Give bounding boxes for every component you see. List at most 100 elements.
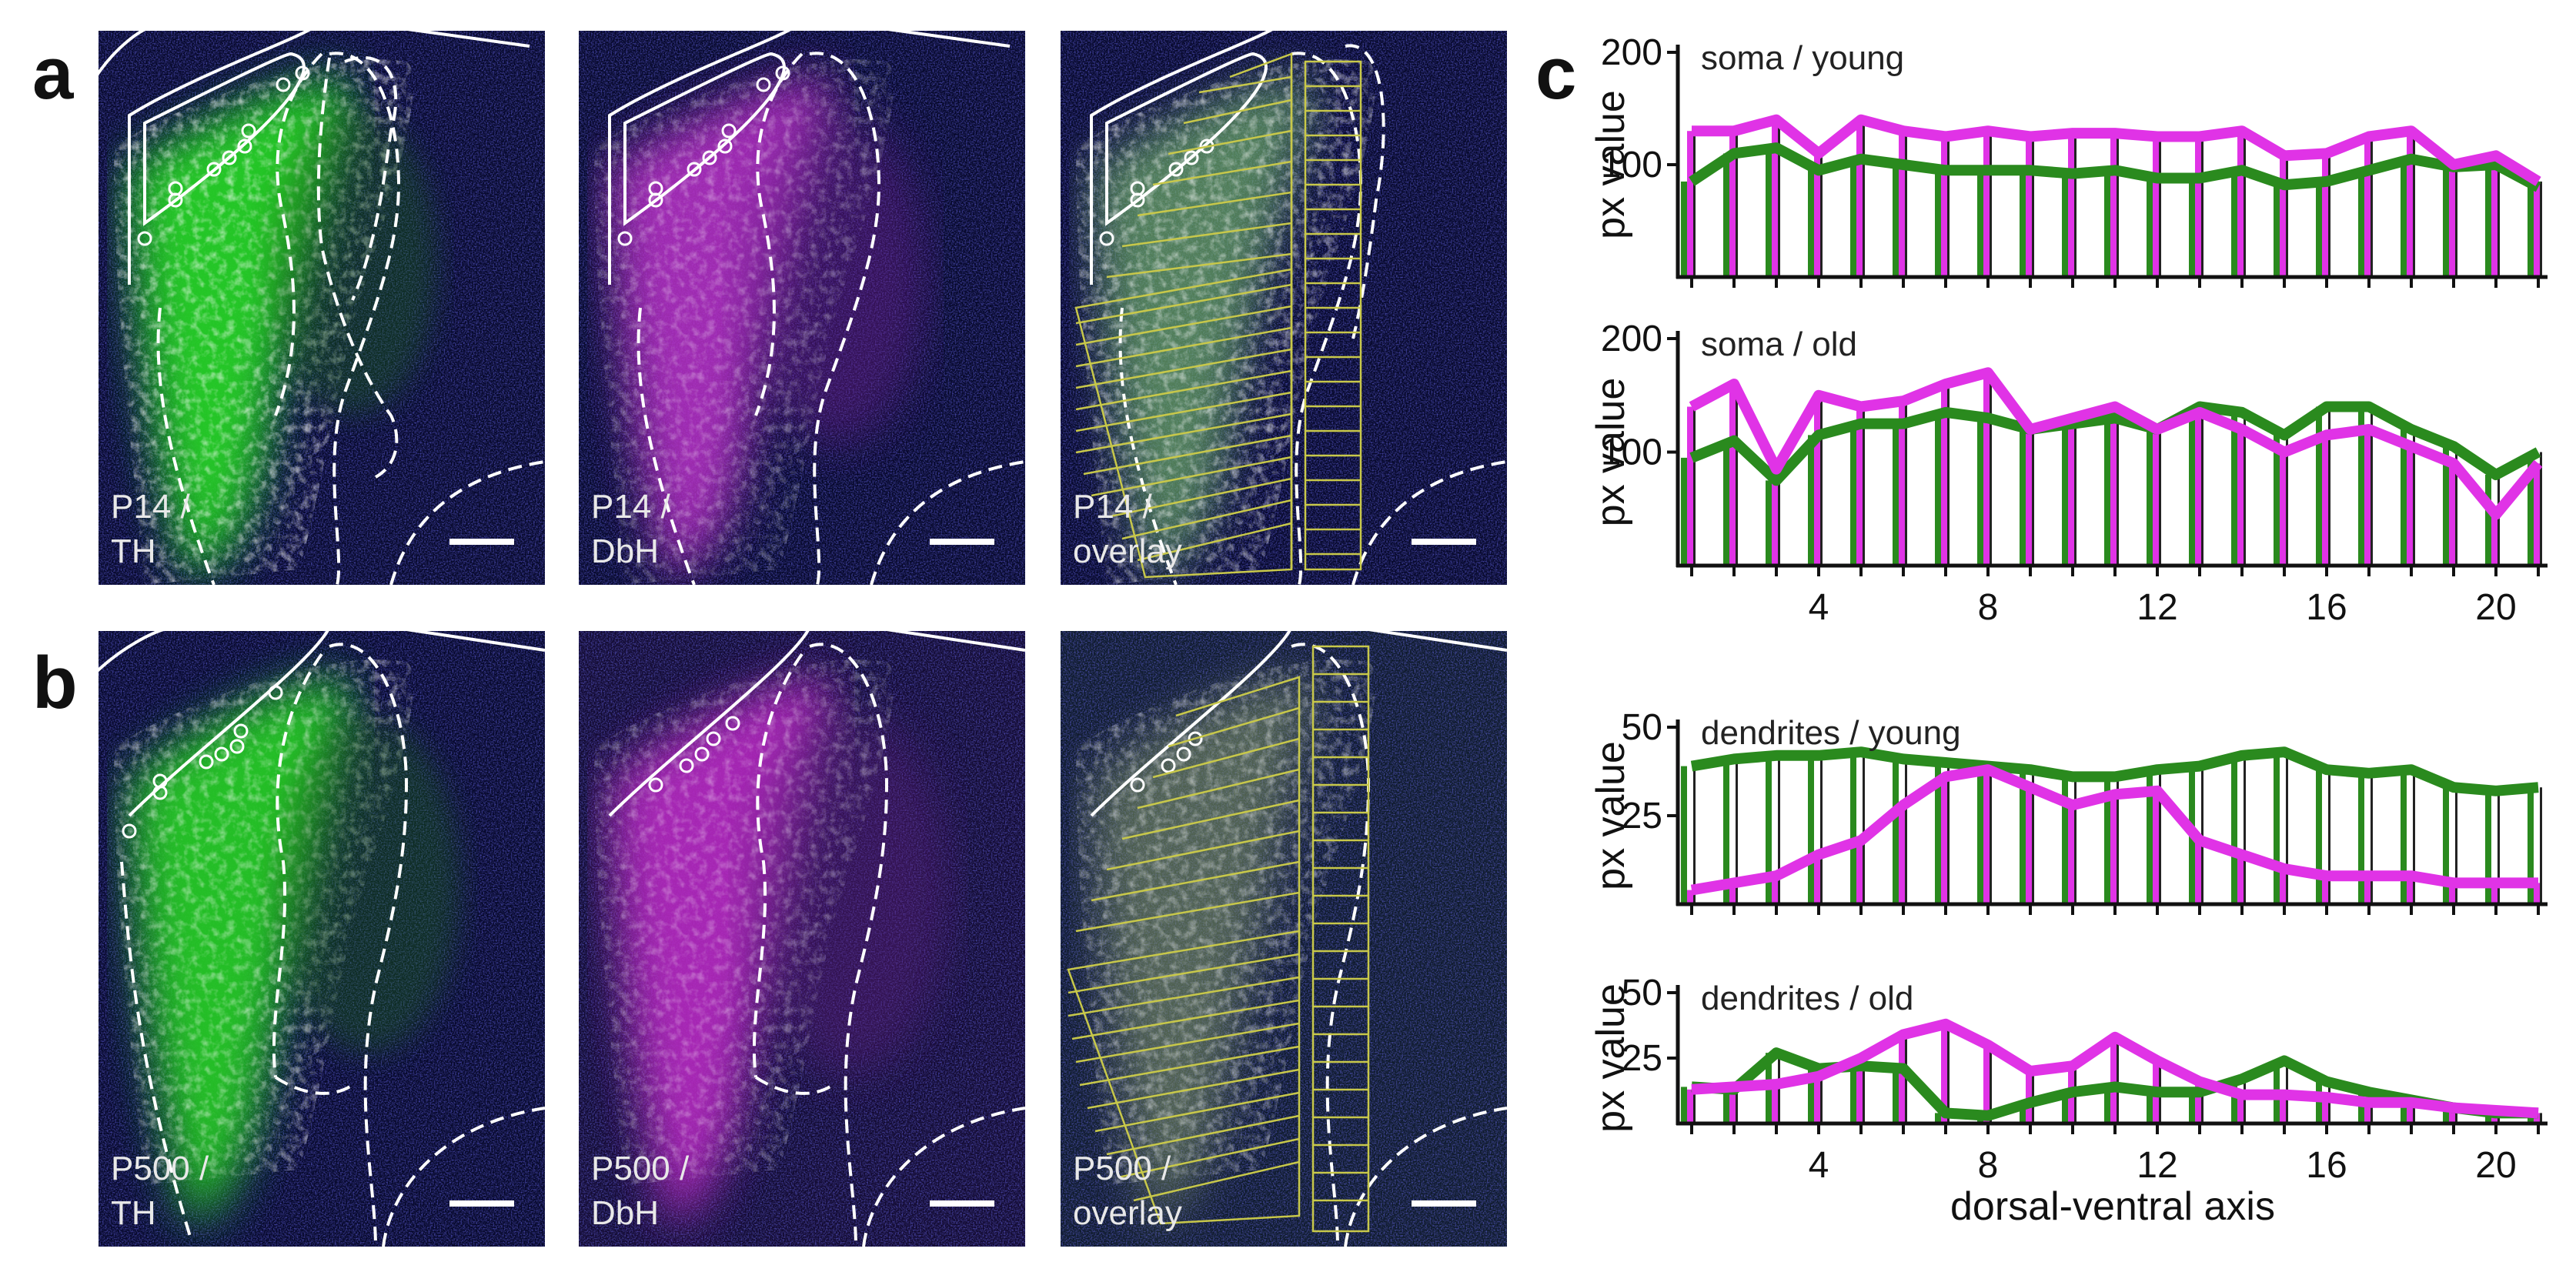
bar-edge	[2032, 136, 2034, 277]
bar-dbh	[2110, 1037, 2117, 1123]
bar-edge	[2497, 475, 2500, 566]
bar-dbh	[2322, 153, 2328, 277]
stage-label: P500 /	[1073, 1150, 1171, 1187]
x-tick-label: 12	[2137, 1145, 2177, 1186]
marker-label: TH	[111, 533, 156, 570]
marker-label: DbH	[591, 533, 660, 570]
bar-dbh	[2026, 787, 2032, 904]
bar-dbh	[2407, 131, 2413, 277]
bar-th	[1681, 766, 1687, 904]
bar-th	[2147, 178, 2153, 277]
micrograph-p14-th: P14 / TH	[99, 31, 545, 585]
bar-edge	[1863, 406, 1865, 566]
bar-dbh	[2364, 429, 2371, 566]
bar-edge	[2413, 131, 2415, 277]
marker-label: overlay	[1073, 1194, 1182, 1232]
bar-dbh	[1687, 131, 1693, 277]
bar-dbh	[2068, 805, 2074, 904]
y-tick-label: 200	[1601, 319, 1662, 359]
scale-bar	[930, 1200, 994, 1207]
x-tick-label: 16	[2306, 587, 2347, 628]
bar-th	[1681, 1087, 1687, 1123]
bar-th	[2401, 1100, 2407, 1123]
bar-edge	[2074, 418, 2077, 566]
bar-th	[2104, 170, 2110, 277]
bar-th	[2231, 170, 2237, 277]
bar-dbh	[1856, 406, 1863, 566]
bar-dbh	[1941, 384, 1947, 566]
bar-edge	[2371, 406, 2373, 566]
y-tick-label: 25	[1622, 1038, 1662, 1079]
bar-th	[1723, 440, 1729, 566]
bar-edge	[2328, 153, 2330, 277]
y-tick-label: 50	[1622, 707, 1662, 748]
bar-dbh	[2195, 1081, 2201, 1123]
bar-edge	[2286, 435, 2288, 566]
bar-dbh	[1941, 1023, 1947, 1123]
bar-edge	[1947, 136, 1950, 277]
chart-dendrites-young: 25 50 dendrites / young px value	[1578, 696, 2576, 927]
bar-dbh	[1814, 153, 1820, 277]
bar-edge	[1863, 119, 1865, 277]
bar-edge	[1820, 1068, 1823, 1123]
bar-th	[2528, 452, 2534, 566]
line-th	[1689, 142, 2541, 192]
bar-dbh	[2110, 794, 2117, 904]
micrograph-caption: P500 / TH	[111, 1147, 209, 1236]
bar-dbh	[1941, 136, 1947, 277]
bar-dbh	[2449, 463, 2455, 566]
bar-dbh	[1729, 1087, 1736, 1123]
bar-dbh	[1772, 876, 1778, 904]
x-tick-label: 8	[1978, 587, 1999, 628]
panel-label-a: a	[32, 32, 74, 115]
bar-th	[2274, 435, 2280, 566]
bar-dbh	[2280, 452, 2286, 566]
bar-dbh	[2534, 463, 2540, 566]
marker-label: DbH	[591, 1194, 660, 1232]
bar-edge	[2032, 770, 2034, 904]
line-th	[1689, 401, 2541, 486]
bar-dbh	[2026, 136, 2032, 277]
bar-dbh	[2153, 429, 2159, 566]
bar-dbh	[1899, 805, 1905, 904]
line-dbh	[1691, 1018, 2539, 1119]
bar-edge	[2117, 406, 2119, 566]
chart-soma-old: 100 200 4 8 12 16 20 soma / old px value dorsal-v…	[1578, 308, 2576, 671]
scale-bar	[1412, 539, 1476, 545]
micrograph-p500-overlay: P500 / overlay	[1061, 631, 1507, 1247]
bar-th	[2189, 178, 2195, 277]
scale-bar	[449, 1200, 514, 1207]
bar-dbh	[2280, 1094, 2286, 1123]
bar-dbh	[2322, 435, 2328, 566]
bar-th	[2485, 1113, 2491, 1123]
line-th	[1690, 746, 2539, 796]
bar-dbh	[1899, 131, 1905, 277]
bar-edge	[2286, 155, 2288, 277]
bar-edge	[1820, 153, 1823, 277]
bar-dbh	[1729, 384, 1736, 566]
bar-th	[2274, 752, 2280, 904]
bar-dbh	[2449, 1107, 2455, 1123]
bar-dbh	[1899, 1034, 1905, 1123]
y-tick-label: 200	[1601, 32, 1662, 73]
bar-th	[1808, 170, 1814, 277]
bar-dbh	[2364, 1102, 2371, 1123]
bar-edge	[2159, 136, 2161, 277]
bar-edge	[2540, 1113, 2542, 1123]
x-axis-label: dorsal-ventral axis	[1950, 1184, 2275, 1229]
bar-dbh	[1983, 770, 1990, 904]
stage-label: P500 /	[111, 1150, 209, 1187]
bar-th	[1766, 755, 1772, 904]
bar-th	[1808, 435, 1814, 566]
bar-dbh	[1856, 119, 1863, 277]
bar-th	[1893, 1068, 1899, 1123]
bar-dbh	[2195, 840, 2201, 904]
bar-th	[1808, 1068, 1814, 1123]
bar-th	[2443, 787, 2449, 904]
line-dbh	[1690, 764, 2538, 896]
bar-dbh	[2364, 876, 2371, 904]
bar-edge	[2540, 452, 2542, 566]
bar-th	[1935, 170, 1941, 277]
bar-th	[2189, 1092, 2195, 1123]
bar-edge	[1736, 131, 1738, 277]
